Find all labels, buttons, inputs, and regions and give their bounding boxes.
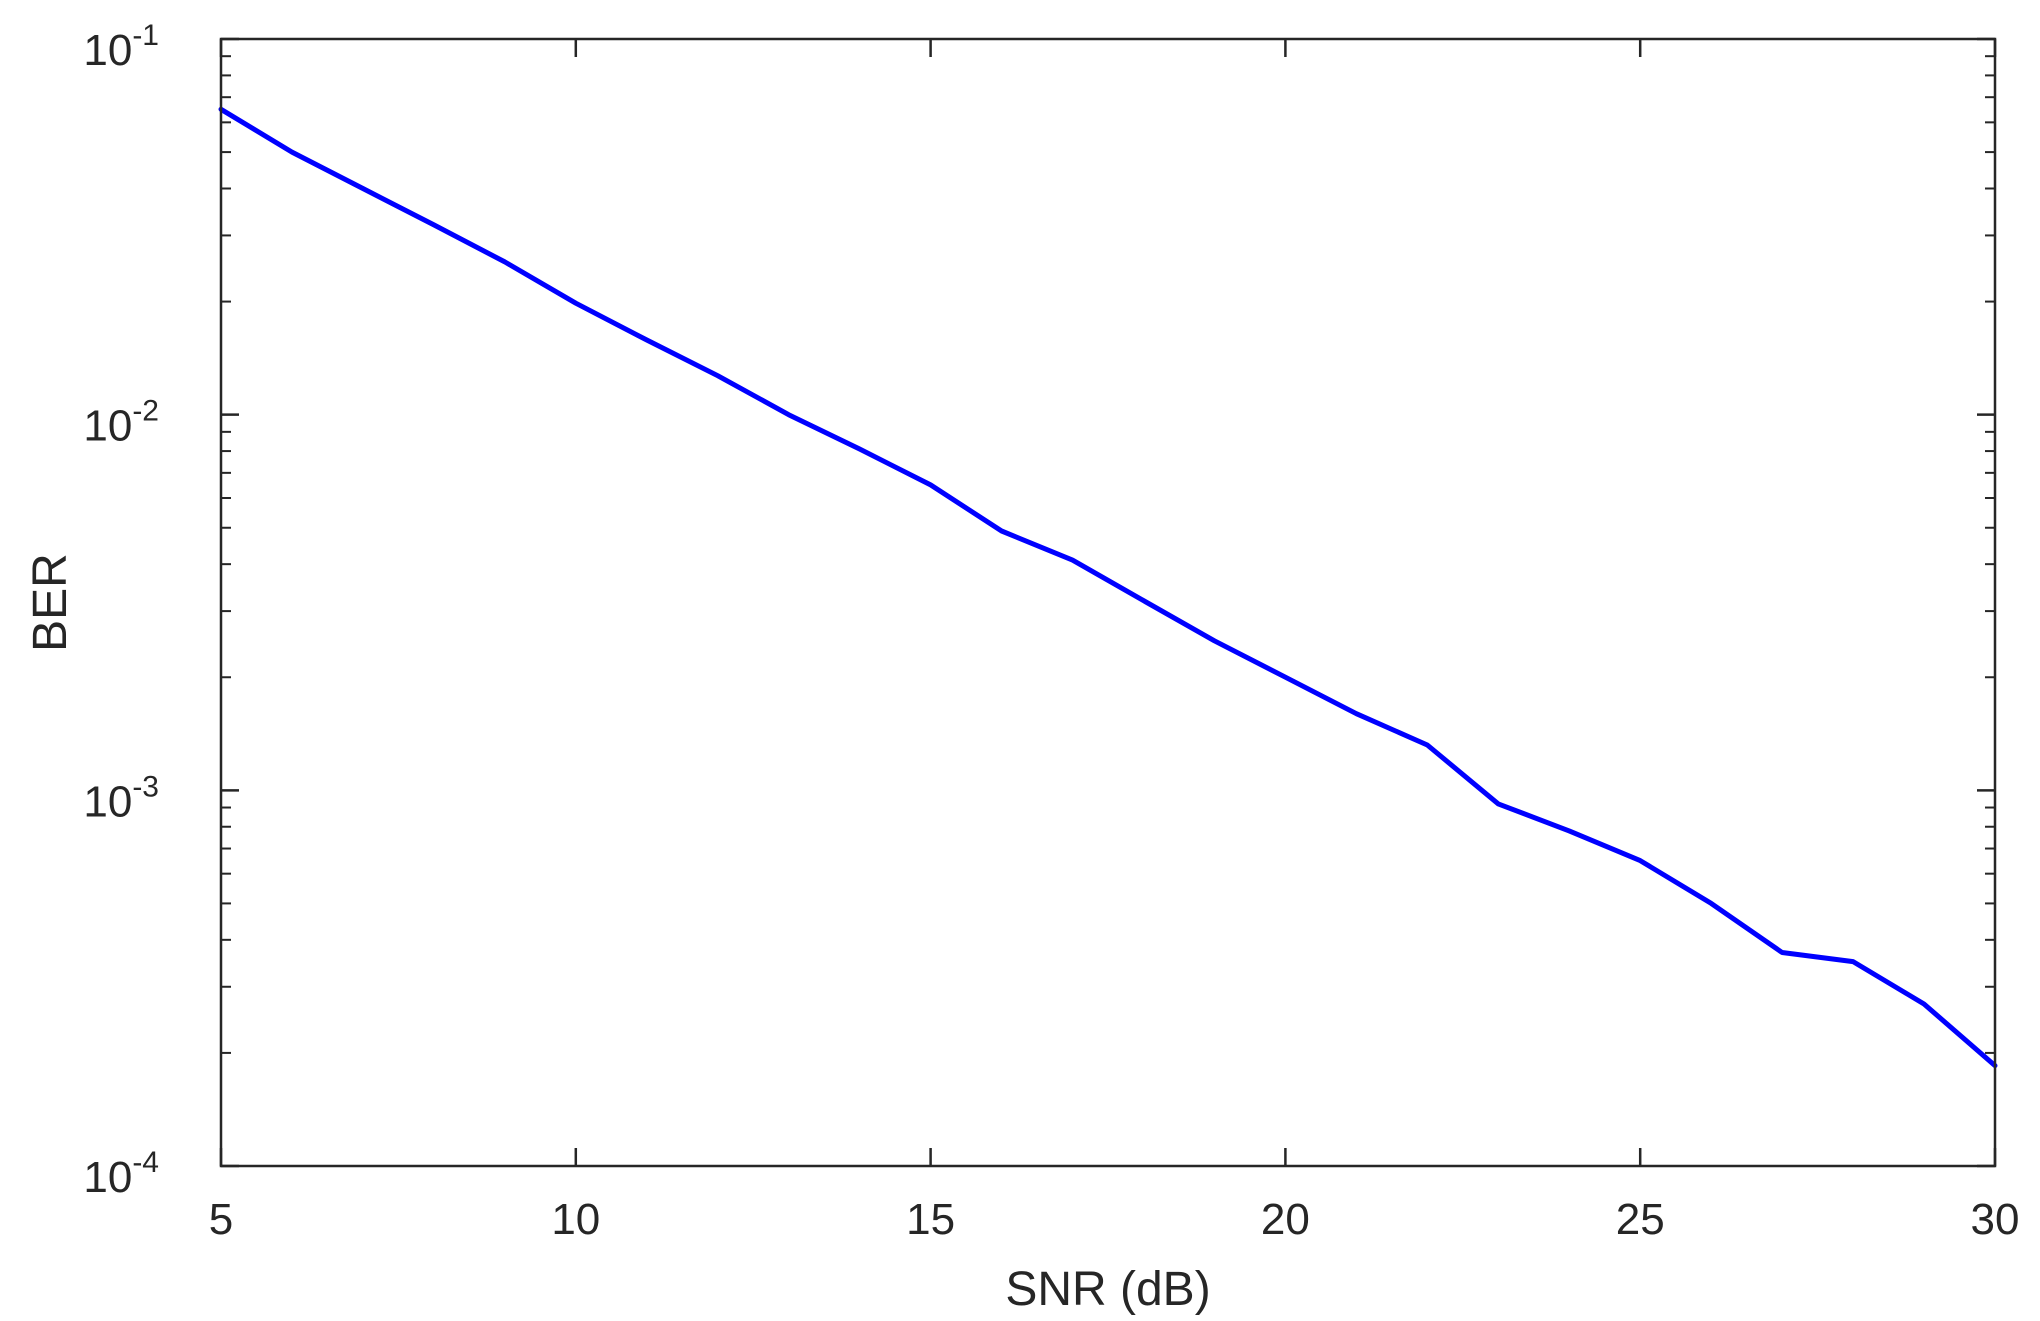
ber-series-line — [218, 106, 1998, 1069]
x-tick-label: 5 — [209, 1195, 233, 1244]
y-tick-label: 10-4 — [83, 1146, 159, 1202]
y-tick-labels: 10-1 10-2 10-3 10-4 — [83, 19, 159, 1202]
plot-series — [218, 106, 1998, 1069]
x-tick-label: 25 — [1616, 1195, 1665, 1244]
minor-ticks — [221, 55, 1995, 1054]
y-tick-label: 10-3 — [83, 770, 159, 826]
axes-box — [219, 37, 1997, 1168]
x-tick-label: 10 — [551, 1195, 600, 1244]
y-tick-label: 10-2 — [83, 395, 159, 451]
y-axis-title: BER — [24, 553, 77, 652]
x-tick-labels: 5 10 15 20 25 30 — [209, 1195, 2020, 1244]
major-ticks — [219, 37, 1997, 1168]
x-tick-label: 30 — [1971, 1195, 2020, 1244]
x-tick-label: 20 — [1261, 1195, 1310, 1244]
y-tick-label: 10-1 — [83, 19, 159, 75]
x-tick-label: 15 — [906, 1195, 955, 1244]
x-axis-title: SNR (dB) — [1005, 1263, 1210, 1316]
